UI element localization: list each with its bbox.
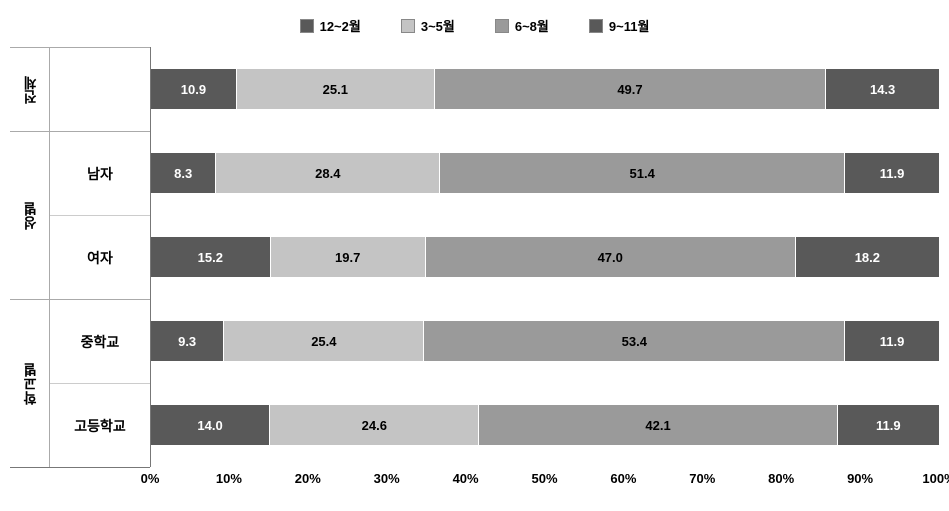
legend-item: 9~11월 [589, 16, 650, 35]
category-cell-border [50, 383, 150, 467]
x-tick-label: 100% [922, 471, 949, 486]
x-tick-label: 50% [531, 471, 557, 486]
group-label-cell: 성별 [10, 131, 50, 299]
bar-segment: 11.9 [838, 405, 939, 445]
row-gap [151, 277, 939, 299]
x-tick-label: 10% [216, 471, 242, 486]
bar-segment: 49.7 [435, 69, 827, 109]
bar-row: 8.328.451.411.9 [151, 153, 939, 193]
bar-segment: 51.4 [440, 153, 845, 193]
row-gap [151, 299, 939, 321]
bar-segment: 53.4 [424, 321, 845, 361]
x-tick-label: 20% [295, 471, 321, 486]
category-cell-border [50, 47, 150, 131]
bar-row: 15.219.747.018.2 [151, 237, 939, 277]
row-gap [151, 109, 939, 131]
bar-segment: 9.3 [151, 321, 224, 361]
category-cell-border [50, 131, 150, 215]
bar-segment: 42.1 [479, 405, 837, 445]
row-gap [151, 193, 939, 215]
x-axis: 0%10%20%30%40%50%60%70%80%90%100% [150, 467, 939, 497]
legend-label: 12~2월 [320, 16, 361, 35]
bar-segment: 14.0 [151, 405, 270, 445]
bar-segment: 10.9 [151, 69, 237, 109]
bar-row: 9.325.453.411.9 [151, 321, 939, 361]
legend-item: 3~5월 [401, 16, 455, 35]
x-tick-label: 70% [689, 471, 715, 486]
category-cell-border [50, 299, 150, 383]
x-tick-label: 30% [374, 471, 400, 486]
bar-segment: 28.4 [216, 153, 440, 193]
bar-segment: 11.9 [845, 153, 939, 193]
group-label-cell: 학교별 [10, 299, 50, 467]
legend-label: 6~8월 [515, 16, 549, 35]
group-label: 학교별 [20, 363, 40, 405]
row-gap [151, 445, 939, 467]
bar-segment: 15.2 [151, 237, 271, 277]
x-tick-label: 90% [847, 471, 873, 486]
legend-item: 12~2월 [300, 16, 361, 35]
bar-segment: 24.6 [270, 405, 479, 445]
bar-row: 10.925.149.714.3 [151, 69, 939, 109]
bar-segment: 8.3 [151, 153, 216, 193]
row-gap [151, 383, 939, 405]
bar-segment: 25.1 [237, 69, 435, 109]
row-gap [151, 47, 939, 69]
bar-segment: 25.4 [224, 321, 424, 361]
group-label: 성별 [20, 202, 40, 230]
gridline [939, 47, 940, 466]
group-label: 전체 [20, 76, 40, 104]
legend-label: 9~11월 [609, 16, 650, 35]
category-cell-border [50, 215, 150, 299]
group-axis: 전체성별학교별 [10, 47, 50, 467]
bar-segment: 11.9 [845, 321, 939, 361]
x-tick-label: 40% [453, 471, 479, 486]
bar-segment: 18.2 [796, 237, 939, 277]
stacked-bar-chart: 12~2월 3~5월 6~8월 9~11월 전체성별학교별 남자여자중학교고등학… [10, 10, 939, 501]
legend-swatch-3 [589, 19, 603, 33]
axis-bottom-border [50, 467, 150, 468]
bar-row: 14.024.642.111.9 [151, 405, 939, 445]
bar-segment: 14.3 [826, 69, 939, 109]
bar-segment: 19.7 [271, 237, 426, 277]
row-gap [151, 361, 939, 383]
x-tick-label: 60% [610, 471, 636, 486]
group-label-cell: 전체 [10, 47, 50, 131]
legend-item: 6~8월 [495, 16, 549, 35]
row-gap [151, 215, 939, 237]
x-tick-label: 80% [768, 471, 794, 486]
bar-segment: 47.0 [426, 237, 796, 277]
row-gap [151, 131, 939, 153]
legend: 12~2월 3~5월 6~8월 9~11월 [10, 10, 939, 47]
legend-swatch-0 [300, 19, 314, 33]
category-axis: 남자여자중학교고등학교 [50, 47, 150, 467]
legend-swatch-1 [401, 19, 415, 33]
legend-swatch-2 [495, 19, 509, 33]
legend-label: 3~5월 [421, 16, 455, 35]
x-tick-label: 0% [141, 471, 160, 486]
axis-bottom-border [10, 467, 50, 468]
plot-area: 10.925.149.714.38.328.451.411.915.219.74… [150, 47, 939, 467]
